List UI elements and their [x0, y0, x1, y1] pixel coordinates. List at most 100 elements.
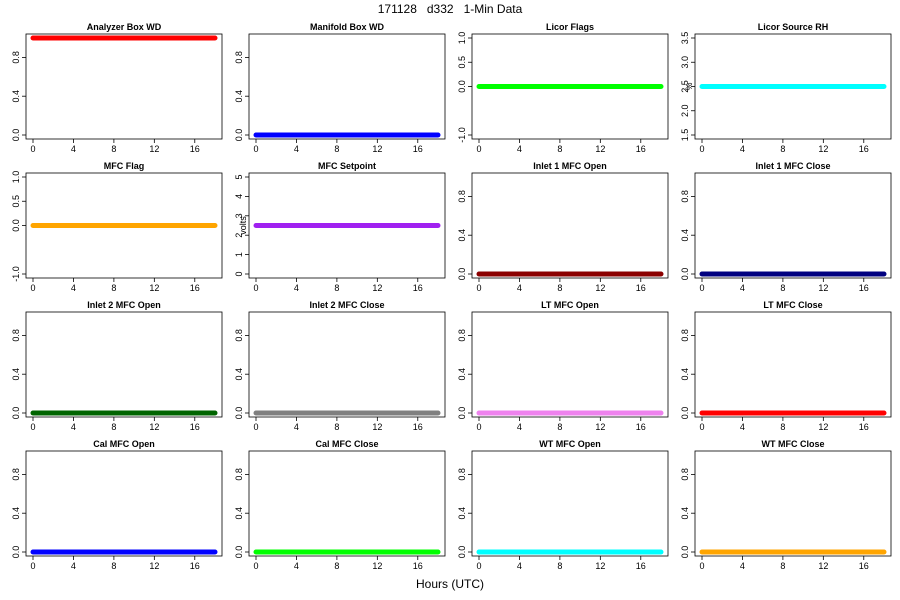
y-tick-label: 1.0 [457, 32, 467, 45]
panel-11: LT MFC Open 0 4 8 12 16 0.0 0.4 0.8 [457, 300, 669, 432]
panel-title: Licor Source RH [758, 22, 829, 32]
x-tick-label: 8 [557, 283, 562, 293]
x-tick-label: 8 [557, 422, 562, 432]
x-tick-label: 0 [30, 561, 35, 571]
x-tick-label: 8 [557, 561, 562, 571]
panel-title: MFC Flag [104, 161, 145, 171]
x-tick-label: 8 [334, 561, 339, 571]
y-tick-label: 0.0 [457, 268, 467, 281]
panel-12: LT MFC Close 0 4 8 12 16 0.0 0.4 0.8 [680, 300, 892, 432]
x-tick-label: 12 [595, 144, 605, 154]
y-tick-label: 0.8 [680, 468, 690, 481]
y-tick-label: 0.8 [234, 51, 244, 64]
x-tick-label: 16 [636, 561, 646, 571]
x-tick-label: 16 [859, 422, 869, 432]
x-tick-label: 4 [517, 422, 522, 432]
x-tick-label: 8 [780, 561, 785, 571]
x-tick-label: 4 [740, 422, 745, 432]
x-axis-title: Hours (UTC) [416, 577, 484, 591]
x-tick-label: 16 [413, 561, 423, 571]
x-tick-label: 16 [413, 422, 423, 432]
y-tick-label: -1.0 [11, 266, 21, 282]
y-tick-label: 0.0 [11, 219, 21, 232]
x-tick-label: 12 [149, 283, 159, 293]
x-tick-label: 8 [111, 144, 116, 154]
x-tick-label: 0 [30, 422, 35, 432]
x-tick-label: 4 [294, 283, 299, 293]
y-tick-label: 1 [234, 252, 244, 257]
x-tick-label: 16 [190, 422, 200, 432]
x-tick-label: 4 [71, 144, 76, 154]
x-tick-label: 16 [190, 144, 200, 154]
panel-10: Inlet 2 MFC Close 0 4 8 12 16 0.0 0.4 0.8 [234, 300, 446, 432]
x-tick-label: 4 [71, 422, 76, 432]
y-tick-label: 0.4 [11, 507, 21, 520]
x-tick-label: 8 [780, 283, 785, 293]
plot-frame [248, 33, 446, 140]
plot-frame [248, 450, 446, 557]
panel-title: Licor Flags [546, 22, 594, 32]
x-tick-label: 0 [699, 283, 704, 293]
x-tick-label: 4 [294, 144, 299, 154]
panel-title: MFC Setpoint [318, 161, 376, 171]
x-tick-label: 12 [818, 561, 828, 571]
x-tick-label: 0 [253, 283, 258, 293]
y-tick-label: 0.0 [234, 546, 244, 559]
x-tick-label: 4 [740, 561, 745, 571]
panel-title: Manifold Box WD [310, 22, 384, 32]
x-tick-label: 0 [699, 561, 704, 571]
y-tick-label: 0.8 [11, 468, 21, 481]
panel-7: Inlet 1 MFC Open 0 4 8 12 16 0.0 0.4 0.8 [457, 161, 669, 293]
panel-title: Inlet 1 MFC Open [533, 161, 607, 171]
x-tick-label: 12 [149, 144, 159, 154]
x-tick-label: 8 [111, 422, 116, 432]
x-tick-label: 16 [190, 283, 200, 293]
y-tick-label: 0.4 [680, 507, 690, 520]
x-tick-label: 8 [780, 144, 785, 154]
panel-15: WT MFC Open 0 4 8 12 16 0.0 0.4 0.8 [457, 439, 669, 571]
y-tick-label: 0.4 [234, 368, 244, 381]
panel-16: WT MFC Close 0 4 8 12 16 0.0 0.4 0.8 [680, 439, 892, 571]
y-tick-label: 4 [234, 194, 244, 199]
x-tick-label: 8 [111, 561, 116, 571]
y-tick-label: 0.8 [457, 468, 467, 481]
y-tick-label: 0.4 [11, 368, 21, 381]
y-tick-label: 0.8 [457, 329, 467, 342]
x-tick-label: 0 [699, 144, 704, 154]
x-tick-label: 4 [740, 144, 745, 154]
y-tick-label: 0.4 [457, 507, 467, 520]
y-tick-label: 0.8 [680, 329, 690, 342]
y-tick-label: 0 [234, 271, 244, 276]
y-tick-label: 3 [234, 213, 244, 218]
x-tick-label: 0 [476, 283, 481, 293]
panel-4: Licor Source RH 0 4 8 12 16 1.5 2.0 2.5 3.0 3.5% [680, 22, 892, 154]
y-tick-label: 0.4 [680, 368, 690, 381]
plot-frame [25, 33, 223, 140]
y-tick-label: 0.4 [234, 507, 244, 520]
y-tick-label: 0.8 [11, 329, 21, 342]
panel-title: Inlet 2 MFC Close [309, 300, 384, 310]
y-tick-label: 0.0 [457, 546, 467, 559]
y-tick-label: 2.0 [680, 104, 690, 117]
x-tick-label: 16 [636, 283, 646, 293]
y-tick-label: 0.4 [234, 90, 244, 103]
y-tick-label: 3.0 [680, 56, 690, 69]
y-tick-label: 0.0 [680, 546, 690, 559]
x-tick-label: 16 [190, 561, 200, 571]
y-tick-label: 0.4 [457, 368, 467, 381]
y-axis-label: volts [238, 216, 248, 235]
x-tick-label: 16 [859, 283, 869, 293]
x-tick-label: 16 [636, 422, 646, 432]
x-tick-label: 0 [476, 422, 481, 432]
panel-title: WT MFC Close [762, 439, 825, 449]
y-tick-label: 0.4 [457, 229, 467, 242]
x-tick-label: 0 [30, 144, 35, 154]
x-tick-label: 4 [71, 283, 76, 293]
panel-title: Cal MFC Open [93, 439, 155, 449]
x-tick-label: 12 [818, 283, 828, 293]
x-tick-label: 8 [557, 144, 562, 154]
x-tick-label: 12 [372, 422, 382, 432]
x-tick-label: 4 [71, 561, 76, 571]
x-tick-label: 16 [859, 144, 869, 154]
